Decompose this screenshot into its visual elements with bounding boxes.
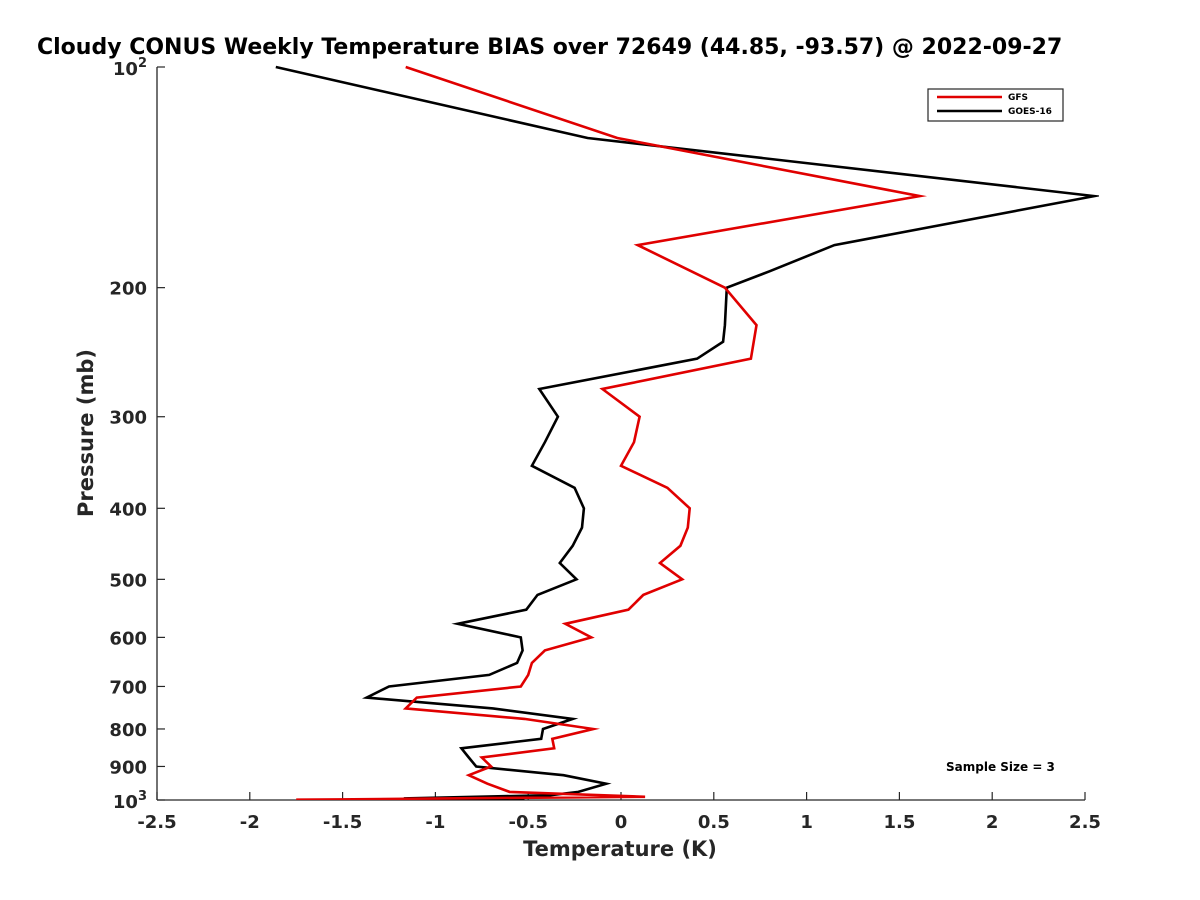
y-tick-label: 400 (109, 499, 147, 520)
x-tick-label: -1 (425, 812, 445, 833)
series-line-gfs (296, 65, 928, 800)
x-tick-label: -2 (240, 812, 260, 833)
y-axis-label: Pressure (mb) (74, 349, 98, 517)
x-tick-label: -0.5 (509, 812, 548, 833)
y-tick-label: 900 (109, 757, 147, 778)
x-tick-label: 0.5 (698, 812, 730, 833)
x-tick-label: -2.5 (137, 812, 176, 833)
legend-box (927, 88, 1064, 122)
x-tick-label: 2 (986, 812, 999, 833)
y-tick-label: 800 (109, 720, 147, 741)
sample-size-annotation: Sample Size = 3 (946, 760, 1055, 774)
y-tick-label: 500 (109, 570, 147, 591)
x-axis-label: Temperature (K) (523, 837, 717, 861)
x-tick-label: 0 (615, 812, 628, 833)
y-tick-label: 200 (109, 279, 147, 300)
y-tick-label: 300 (109, 408, 147, 429)
x-tick-label: 2.5 (1069, 812, 1101, 833)
x-tick-label: -1.5 (323, 812, 362, 833)
x-tick-label: 1 (800, 812, 813, 833)
legend-label: GOES-16 (1008, 107, 1052, 117)
series-line-goes-16 (275, 65, 1099, 800)
y-bottom-label: 103 (113, 789, 147, 813)
y-tick-label: 600 (109, 628, 147, 649)
chart-title: Cloudy CONUS Weekly Temperature BIAS ove… (37, 35, 1062, 60)
x-tick-label: 1.5 (883, 812, 915, 833)
y-top-label: 102 (113, 56, 147, 80)
legend-label: GFS (1008, 93, 1028, 103)
y-tick-label: 700 (109, 677, 147, 698)
